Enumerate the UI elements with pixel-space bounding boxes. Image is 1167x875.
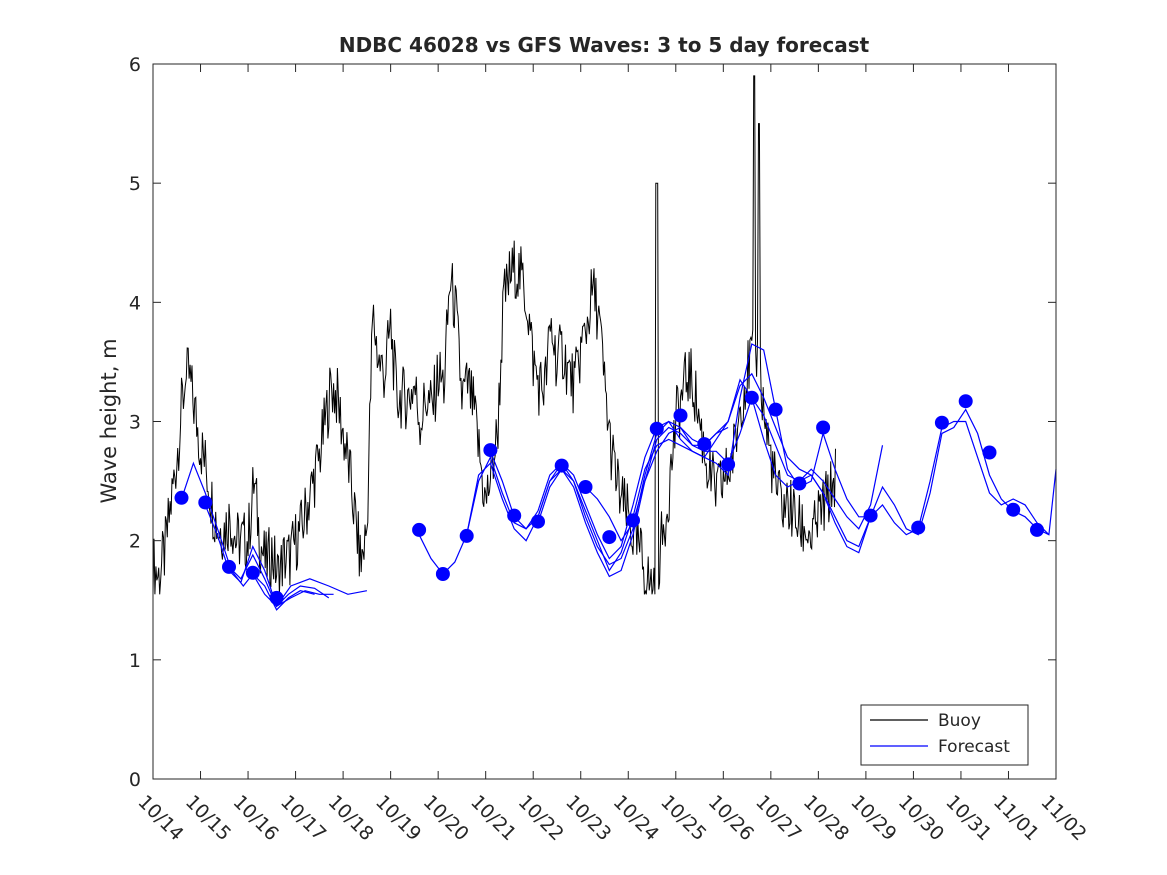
forecast-point (911, 520, 926, 535)
forecast-point (412, 522, 427, 537)
y-tick-label: 6 (129, 54, 141, 76)
forecast-point (649, 421, 664, 436)
forecast-point (816, 420, 831, 435)
forecast-point (269, 590, 284, 605)
forecast-point (602, 530, 617, 545)
y-axis-label: Wave height, m (97, 338, 121, 503)
forecast-point (435, 567, 450, 581)
legend-box (860, 704, 1029, 766)
legend: Buoy Forecast (860, 704, 1029, 766)
y-tick-label: 0 (129, 769, 141, 791)
y-tick-label: 5 (129, 173, 141, 195)
forecast-point (863, 508, 878, 523)
forecast-point (768, 402, 783, 417)
forecast-point (744, 390, 759, 405)
y-tick-label: 4 (129, 292, 141, 314)
y-tick-label: 2 (129, 531, 141, 553)
forecast-point (697, 437, 712, 452)
forecast-point (958, 394, 973, 409)
forecast-point (982, 445, 997, 460)
forecast-run-line-7 (489, 343, 1050, 560)
forecast-point (934, 415, 949, 430)
forecast-point (673, 408, 688, 423)
y-tick-label: 1 (129, 650, 141, 672)
chart-title: NDBC 46028 vs GFS Waves: 3 to 5 day fore… (339, 33, 870, 57)
forecast-point (245, 565, 260, 580)
forecast-point (578, 480, 593, 494)
forecast-point (459, 528, 474, 543)
forecast-point (792, 476, 807, 491)
forecast-point (507, 508, 522, 523)
forecast-point (198, 495, 213, 510)
forecast-point (531, 514, 545, 529)
forecast-point (483, 443, 498, 458)
forecast-point (222, 559, 236, 574)
legend-buoy-label: Buoy (938, 711, 981, 731)
legend-forecast-label: Forecast (938, 737, 1010, 757)
forecast-point (626, 513, 640, 528)
forecast-run-line-8 (537, 378, 884, 572)
forecast-point (1030, 522, 1044, 537)
y-tick-label: 3 (129, 412, 141, 434)
forecast-run-line-4 (252, 573, 315, 611)
forecast-point (1006, 502, 1021, 517)
plot-area (152, 75, 1057, 611)
forecast-run-line-3 (228, 553, 330, 608)
forecast-point (554, 458, 569, 473)
forecast-point (721, 457, 736, 472)
forecast-point (174, 490, 189, 505)
